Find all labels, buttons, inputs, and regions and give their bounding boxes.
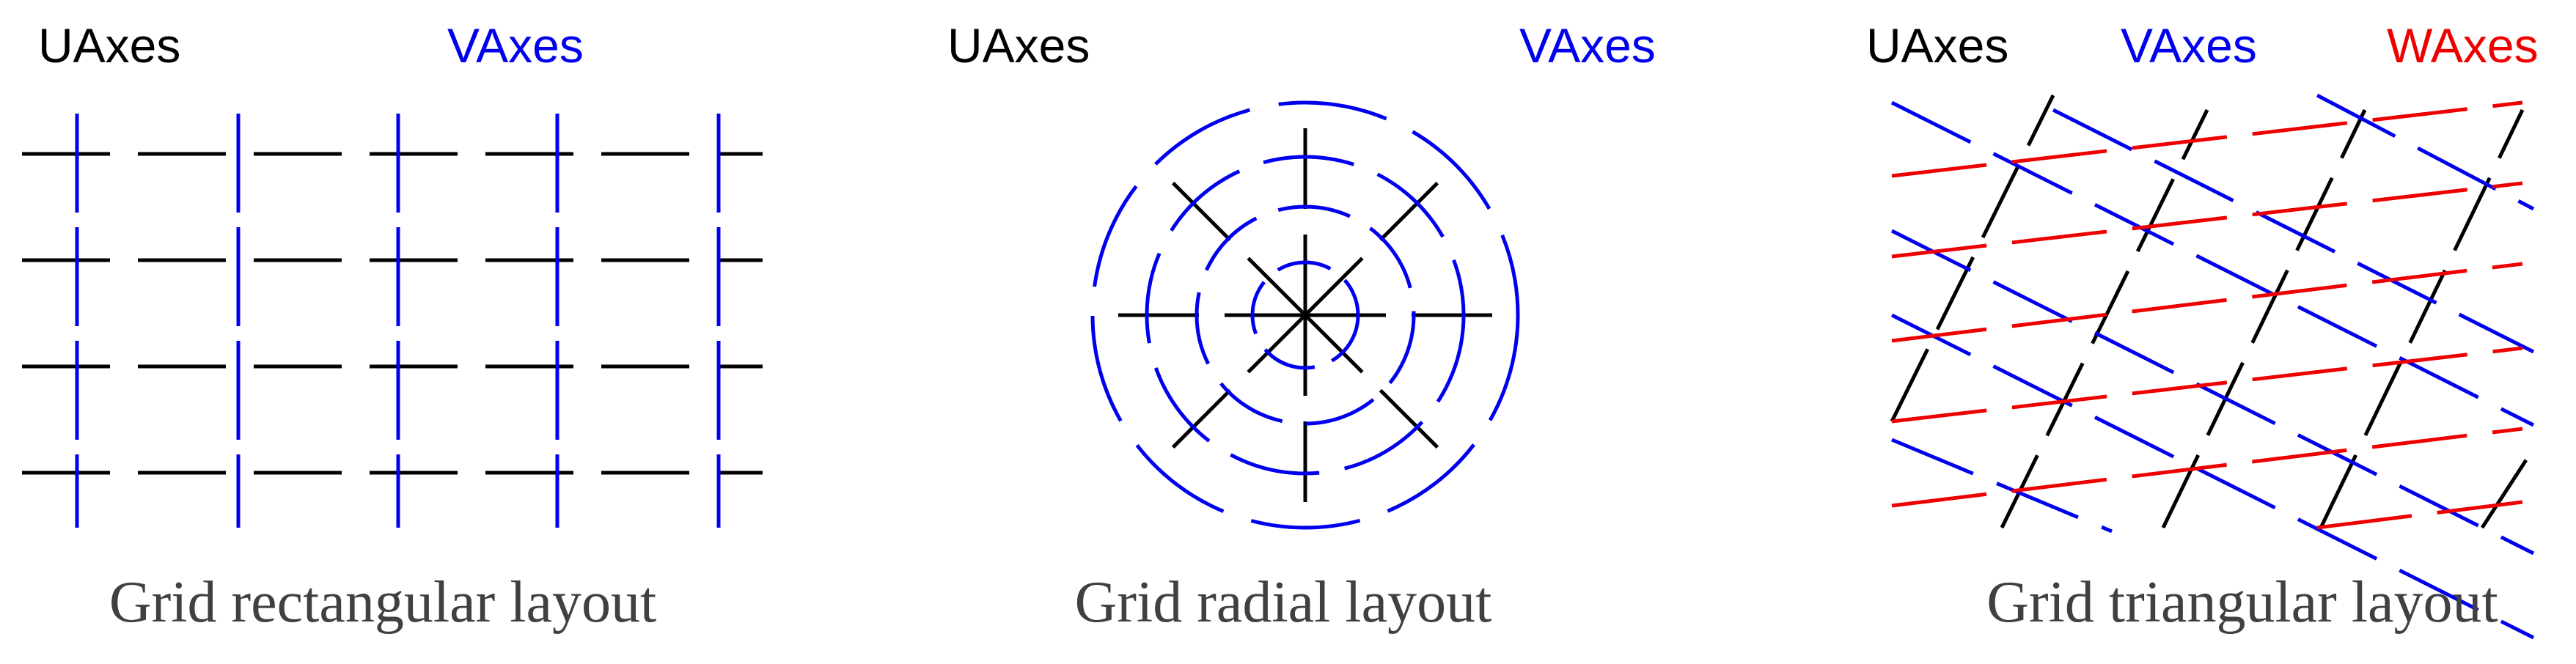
tri-u-line-2 [2161,108,2367,529]
radial-u-spoke-5 [1153,163,1307,317]
tri-v-line-5 [2316,93,2535,211]
tri-u-label: UAxes [1866,18,2008,73]
radial-v-ring-2 [1145,155,1466,476]
tri-w-label: WAxes [2387,18,2539,73]
rect-caption: Grid rectangular layout [109,570,656,635]
tri-w-line-0 [1891,100,2523,178]
rect-v-label: VAxes [447,18,584,73]
panel-radial: UAxes VAxes Grid radial layout [947,18,1656,635]
tri-w-line-1 [1891,181,2523,259]
tri-caption: Grid triangular layout [1986,570,2498,635]
rect-grid [22,114,763,528]
radial-u-label: UAxes [947,18,1090,73]
tri-w-line-4 [1891,427,2523,508]
tri-w-line-3 [1891,346,2523,424]
tri-v-line-1 [1890,229,2535,556]
tri-v-line-4 [2052,108,2535,354]
radial-v-ring-1 [1195,204,1416,426]
radial-v-ring-3 [1090,100,1520,530]
panel-rectangular: UAxes VAxes Grid rectangular layout [22,18,763,635]
tri-v-line-3 [1891,438,2113,534]
radial-grid [1090,100,1520,530]
radial-u-spoke-3 [1153,314,1307,467]
tri-w-line-2 [1891,262,2523,343]
tri-v-line-0 [1890,100,2535,427]
radial-u-spoke-7 [1304,163,1457,317]
tri-v-line-2 [1890,313,2535,640]
panel-triangular: UAxes VAxes WAxes Grid triangular layout [1866,18,2539,640]
tri-v-label: VAxes [2121,18,2257,73]
tri-grid [1890,93,2535,640]
radial-u-spoke-1 [1304,314,1457,467]
tri-u-line-4 [2480,453,2532,529]
tri-w-line-5 [2316,500,2523,530]
tri-u-line-1 [2000,108,2209,529]
radial-v-label: VAxes [1519,18,1656,73]
radial-v-ring-0 [1250,260,1360,370]
tri-u-line-0 [1890,94,2055,423]
radial-caption: Grid radial layout [1075,570,1492,635]
rect-u-label: UAxes [38,18,180,73]
tri-u-line-3 [2319,108,2525,529]
